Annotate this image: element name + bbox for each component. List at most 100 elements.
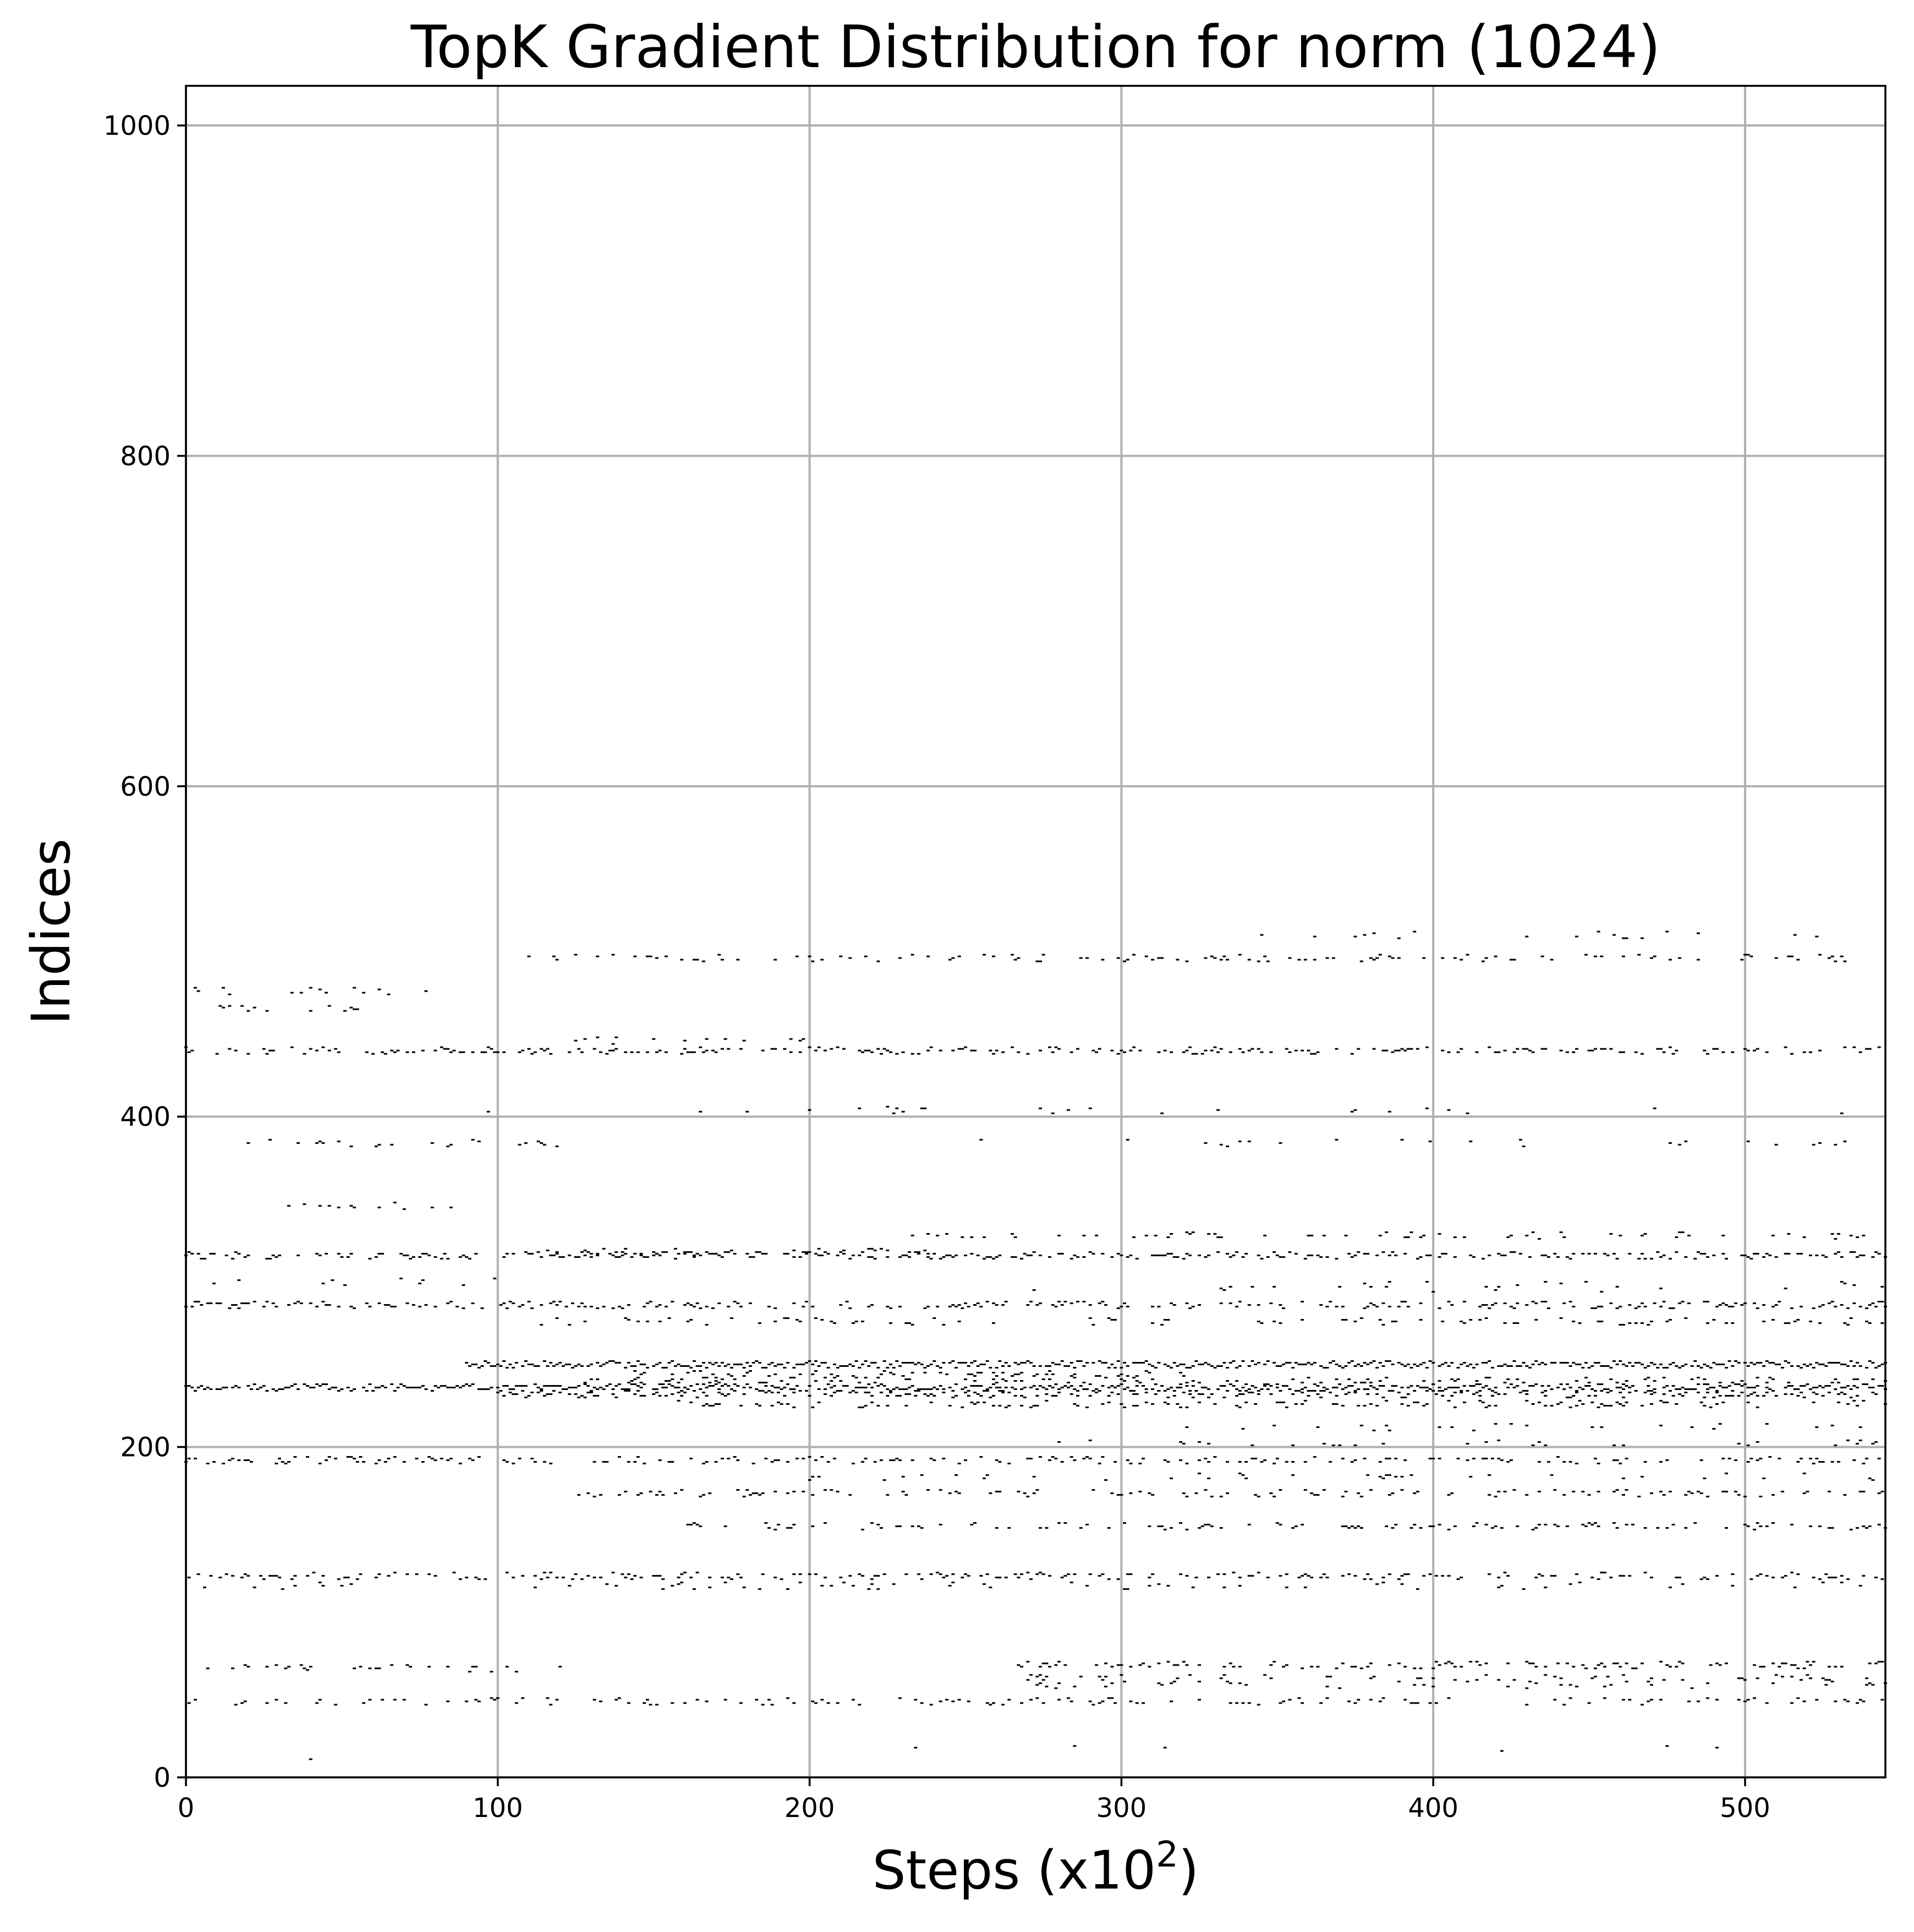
scatter-point [926,1365,930,1367]
scatter-point [655,1252,659,1255]
scatter-point [639,1382,643,1384]
scatter-point [1422,957,1426,959]
scatter-point [907,1251,911,1253]
scatter-point [1796,1388,1800,1391]
scatter-point [1668,1390,1672,1392]
scatter-point [1852,1365,1856,1367]
scatter-point [1353,1320,1357,1322]
scatter-point [1740,1385,1744,1387]
scatter-point [864,1405,868,1407]
scatter-point [1179,1459,1183,1462]
scatter-point [1802,1492,1806,1495]
scatter-point [720,1577,724,1579]
scatter-point [823,1489,827,1491]
scatter-point [1880,1322,1884,1324]
scatter-point [1229,1682,1232,1684]
scatter-point [228,993,232,995]
scatter-point [1285,1664,1288,1666]
scatter-point [1007,1463,1011,1465]
scatter-point [904,1388,908,1391]
scatter-point [1715,1403,1719,1405]
scatter-point [1497,1491,1501,1493]
scatter-point [942,1458,946,1460]
scatter-point [920,1364,924,1366]
scatter-point [321,1046,325,1048]
scatter-point [1812,1463,1816,1465]
scatter-point [231,1458,235,1460]
scatter-point [979,1139,983,1141]
scatter-point [1659,1661,1663,1663]
scatter-point [1129,1463,1133,1465]
scatter-point [792,1406,796,1409]
scatter-point [1185,1463,1189,1465]
scatter-point [218,1302,222,1304]
scatter-point [1647,1377,1650,1379]
scatter-point [1453,1406,1457,1409]
scatter-point [820,1585,824,1587]
scatter-point [446,1048,450,1050]
scatter-point [1057,1364,1061,1366]
scatter-point [421,1279,425,1281]
scatter-point [923,1372,927,1374]
scatter-point [621,1388,624,1391]
scatter-point [802,1491,805,1493]
scatter-point [680,1365,684,1367]
scatter-point [1490,1390,1494,1392]
scatter-point [745,1252,749,1255]
scatter-point [1625,937,1628,939]
scatter-point [1721,1491,1725,1493]
scatter-point [349,1252,353,1255]
scatter-point [976,1372,980,1374]
scatter-point [231,1387,235,1389]
scatter-point [1806,1491,1809,1493]
scatter-point [312,1387,316,1389]
scatter-point [1170,1700,1173,1703]
scatter-point [839,1304,843,1306]
scatter-point [1718,1385,1722,1387]
scatter-point [708,1586,712,1589]
scatter-point [1815,1393,1819,1395]
scatter-point [1684,1527,1688,1529]
scatter-point [658,1383,662,1386]
scatter-point [1120,1383,1123,1386]
scatter-point [714,1362,718,1364]
scatter-point [976,1302,980,1304]
scatter-point [1705,1392,1709,1394]
scatter-point [393,1051,397,1053]
scatter-point [1273,1362,1276,1364]
scatter-point [268,1049,272,1052]
scatter-point [1724,1257,1728,1260]
scatter-point [1806,1674,1809,1676]
scatter-point [882,1385,886,1387]
scatter-point [926,1049,930,1052]
scatter-point [991,1053,995,1055]
scatter-point [1821,1304,1825,1306]
scatter-point [858,1382,862,1384]
scatter-point [914,1364,918,1366]
scatter-point [1422,1387,1426,1389]
scatter-point [1135,1393,1139,1395]
scatter-point [1266,1256,1270,1258]
scatter-point [1039,960,1043,962]
scatter-point [222,987,226,989]
scatter-point [593,1699,596,1701]
scatter-point [1076,1395,1080,1397]
scatter-point [1216,1365,1220,1367]
scatter-point [514,1702,518,1704]
scatter-point [1818,1525,1822,1528]
scatter-point [1864,1048,1868,1050]
scatter-point [596,1036,600,1038]
scatter-point [1569,1406,1572,1409]
scatter-point [558,1392,562,1394]
scatter-point [1621,1388,1625,1391]
scatter-point [549,1254,553,1256]
scatter-point [1279,1365,1282,1367]
scatter-point [752,1256,755,1258]
scatter-point [1438,1365,1441,1367]
scatter-point [1216,1251,1220,1253]
scatter-point [1017,1364,1021,1366]
scatter-point [792,1367,796,1369]
scatter-point [465,1362,469,1364]
scatter-point [1185,1049,1189,1052]
scatter-point [1615,1387,1619,1389]
